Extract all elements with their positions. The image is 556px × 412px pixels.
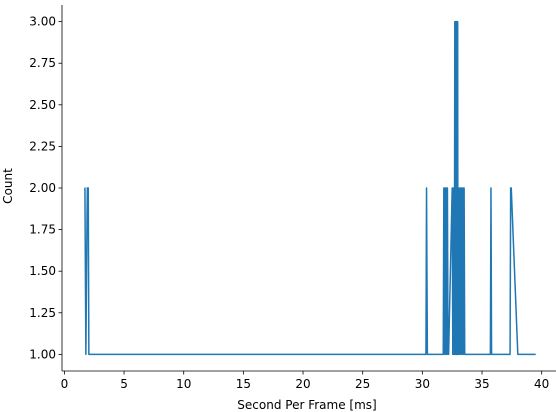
y-tick-label: 1.00 xyxy=(29,347,56,361)
plot-area xyxy=(84,20,536,356)
y-tick-label: 2.25 xyxy=(29,139,56,153)
y-ticks: 1.00 1.25 1.50 1.75 2.00 2.25 2.50 2.75 3.00 xyxy=(29,15,62,361)
x-tick-label: 10 xyxy=(176,377,191,391)
x-tick-label: 25 xyxy=(355,377,370,391)
x-ticks: 0 5 10 15 20 25 30 35 40 xyxy=(61,371,549,391)
y-tick-label: 2.50 xyxy=(29,98,56,112)
x-tick-label: 30 xyxy=(415,377,430,391)
y-tick-label: 2.00 xyxy=(29,181,56,195)
y-tick-label: 2.75 xyxy=(29,56,56,70)
y-tick-label: 1.50 xyxy=(29,264,56,278)
x-tick-label: 5 xyxy=(120,377,128,391)
x-tick-label: 40 xyxy=(534,377,549,391)
x-tick-label: 20 xyxy=(295,377,310,391)
y-axis-label: Count xyxy=(1,168,15,204)
x-axis-label: Second Per Frame [ms] xyxy=(237,398,376,412)
y-tick-label: 1.25 xyxy=(29,306,56,320)
series-line-0 xyxy=(84,20,536,356)
y-tick-label: 1.75 xyxy=(29,223,56,237)
x-tick-label: 35 xyxy=(474,377,489,391)
axes xyxy=(61,5,556,372)
x-tick-label: 15 xyxy=(236,377,251,391)
y-tick-label: 3.00 xyxy=(29,15,56,29)
x-tick-label: 0 xyxy=(61,377,69,391)
